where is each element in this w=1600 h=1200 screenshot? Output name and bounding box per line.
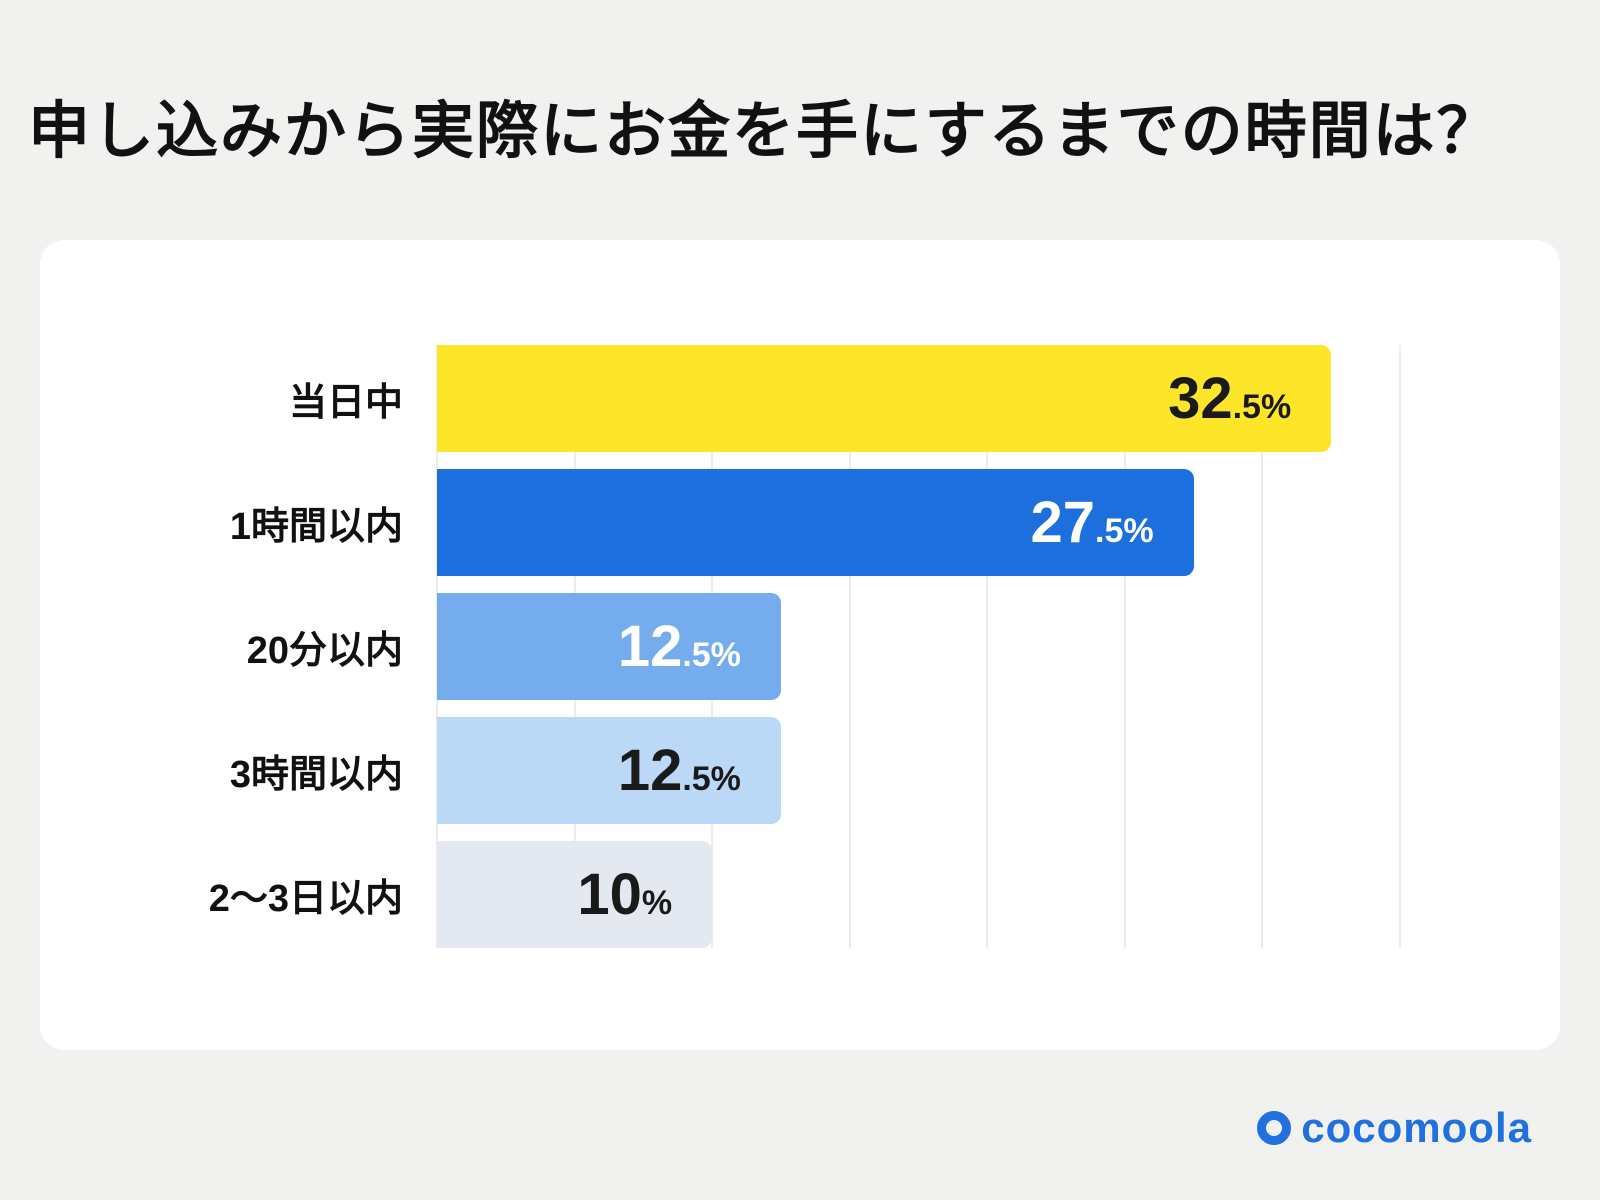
gridline xyxy=(1261,345,1264,948)
bar-value-label: 32.5% xyxy=(1168,366,1292,431)
bar-track: 12.5% xyxy=(437,593,1400,700)
gridline xyxy=(848,345,851,948)
brand-ring-icon xyxy=(1257,1111,1292,1145)
bar-track: 12.5% xyxy=(437,717,1400,824)
bar-row: 1時間以内 27.5% xyxy=(40,469,1560,576)
bar-value-label: 12.5% xyxy=(617,614,741,679)
bar-value-label: 12.5% xyxy=(617,738,741,803)
bar-row: 20分以内 12.5% xyxy=(40,593,1560,700)
bar: 10% xyxy=(437,841,713,948)
brand-name: cocomoola xyxy=(1301,1104,1532,1151)
category-label: 2〜3日以内 xyxy=(208,878,403,920)
gridline xyxy=(986,345,989,948)
bar-track: 10% xyxy=(437,841,1400,948)
category-label: 3時間以内 xyxy=(229,754,403,796)
chart: 当日中 32.5% 1時間以内 27.5% 20分以内 12.5% 3時間以内 12.5% 2〜… xyxy=(40,345,1560,948)
bar-track: 27.5% xyxy=(437,469,1400,576)
brand-logo: cocomoola xyxy=(1257,1104,1532,1152)
bar-value-label: 10% xyxy=(577,862,673,927)
bar-track: 32.5% xyxy=(437,345,1400,452)
bar-value-label: 27.5% xyxy=(1030,490,1154,555)
category-label: 1時間以内 xyxy=(229,506,403,548)
page-title: 申し込みから実際にお金を手にするまでの時間は？ xyxy=(28,97,1501,166)
bar-row: 3時間以内 12.5% xyxy=(40,717,1560,824)
bar: 27.5% xyxy=(437,469,1194,576)
chart-card: 当日中 32.5% 1時間以内 27.5% 20分以内 12.5% 3時間以内 12.5% 2〜… xyxy=(40,240,1560,1050)
chart-rows: 当日中 32.5% 1時間以内 27.5% 20分以内 12.5% 3時間以内 12.5% 2〜… xyxy=(40,345,1560,948)
bar: 32.5% xyxy=(437,345,1332,452)
bar-row: 2〜3日以内 10% xyxy=(40,841,1560,948)
gridline xyxy=(1123,345,1126,948)
bar: 12.5% xyxy=(437,717,781,824)
category-label: 当日中 xyxy=(288,382,403,424)
bar-row: 当日中 32.5% xyxy=(40,345,1560,452)
category-label: 20分以内 xyxy=(246,630,403,672)
bar: 12.5% xyxy=(437,593,781,700)
gridline xyxy=(1399,345,1401,948)
